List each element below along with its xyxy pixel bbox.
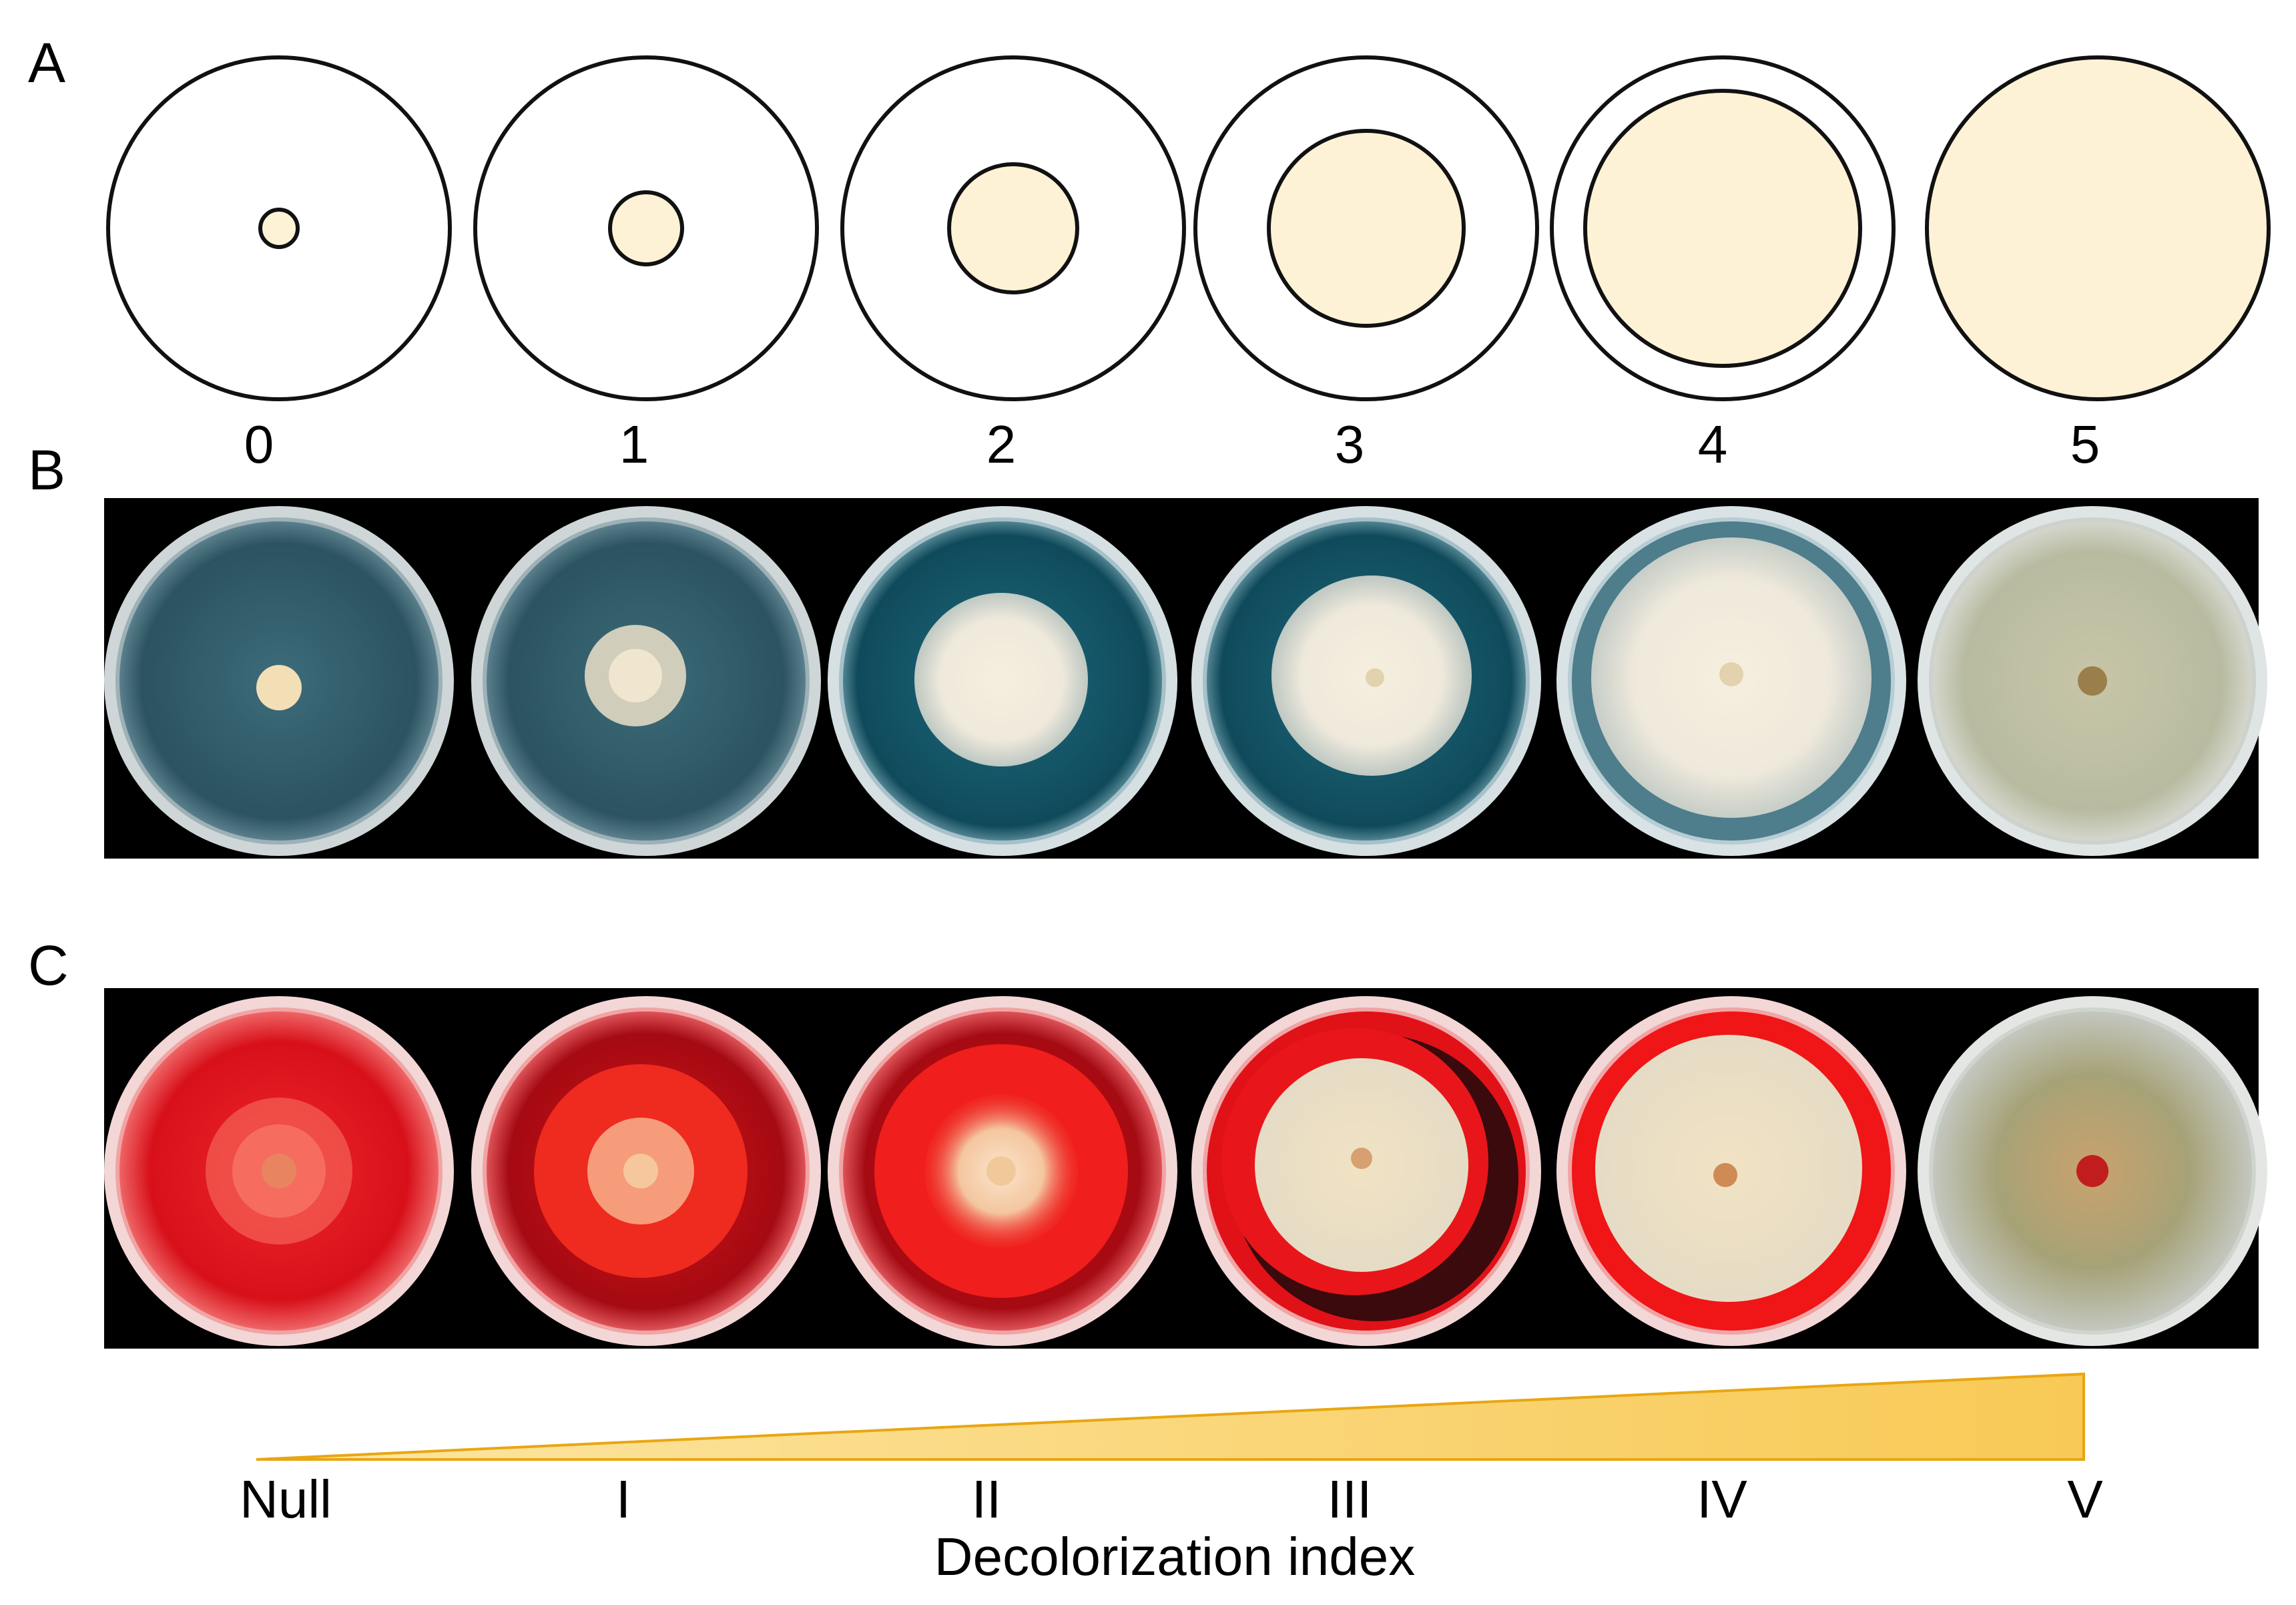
blue-plate-v xyxy=(1918,506,2267,856)
schematic-plate-3 xyxy=(1193,55,1539,401)
schematic-plate-1 xyxy=(473,55,819,401)
scale-label-0: 0 xyxy=(244,415,274,474)
decolorization-index-title: Decolorization index xyxy=(934,1527,1416,1586)
decolorization-wedge xyxy=(256,1372,2085,1461)
index-label-ii: II xyxy=(971,1469,1002,1529)
blue-plate-iv xyxy=(1556,506,1906,856)
red-plate-iii xyxy=(1191,996,1541,1346)
index-label-i: I xyxy=(615,1469,631,1529)
scale-label-3: 3 xyxy=(1334,415,1365,474)
blue-plate-iii xyxy=(1191,506,1541,856)
blue-plate-ii xyxy=(828,506,1177,856)
schematic-plate-5 xyxy=(1925,55,2271,401)
blue-plate-null xyxy=(104,506,454,856)
red-plate-iv xyxy=(1556,996,1906,1346)
index-label-v: V xyxy=(2067,1469,2103,1529)
panel-letter-a: A xyxy=(28,31,66,94)
schematic-plate-4 xyxy=(1550,55,1896,401)
panel-letter-c: C xyxy=(28,934,69,997)
blue-plate-i xyxy=(471,506,821,856)
panel-letter-b: B xyxy=(28,439,66,501)
red-plate-null xyxy=(104,996,454,1346)
index-label-iv: IV xyxy=(1697,1469,1747,1529)
scale-label-5: 5 xyxy=(2070,415,2100,474)
red-plate-i xyxy=(471,996,821,1346)
scale-label-1: 1 xyxy=(619,415,649,474)
schematic-plate-2 xyxy=(840,55,1186,401)
scale-label-2: 2 xyxy=(986,415,1017,474)
red-plate-v xyxy=(1918,996,2267,1346)
index-label-null: Null xyxy=(240,1469,332,1529)
red-plate-ii xyxy=(828,996,1177,1346)
schematic-plate-0 xyxy=(106,55,452,401)
index-label-iii: III xyxy=(1327,1469,1372,1529)
scale-label-4: 4 xyxy=(1697,415,1728,474)
